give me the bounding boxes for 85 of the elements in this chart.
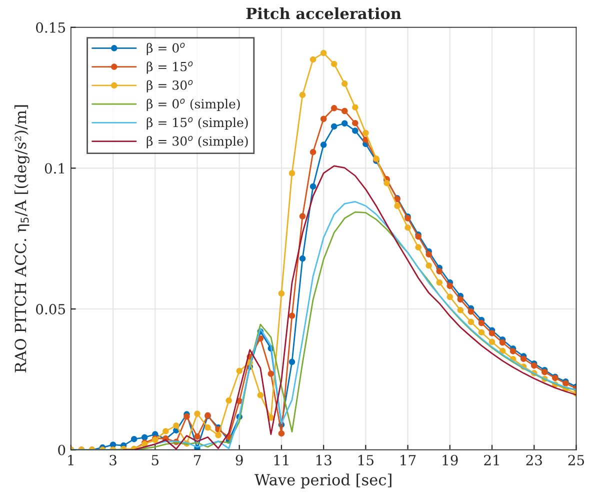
x-tick-label: 7 bbox=[194, 455, 201, 466]
point bbox=[310, 183, 316, 190]
point bbox=[194, 433, 200, 440]
legend-label: β = 15$^{o}$ (simple) bbox=[146, 117, 248, 130]
point bbox=[320, 116, 327, 122]
point bbox=[173, 422, 180, 429]
point bbox=[310, 56, 316, 63]
point bbox=[194, 410, 200, 417]
point bbox=[352, 128, 358, 134]
point bbox=[278, 430, 285, 437]
point bbox=[288, 358, 296, 366]
x-tick-label: 15 bbox=[358, 454, 374, 466]
x-tick-label: 21 bbox=[484, 454, 499, 466]
point bbox=[320, 142, 327, 148]
point bbox=[352, 120, 358, 126]
point bbox=[288, 170, 296, 176]
point bbox=[510, 348, 516, 354]
point bbox=[215, 432, 222, 438]
point bbox=[426, 251, 432, 258]
point bbox=[342, 120, 348, 126]
x-tick-label: 9 bbox=[236, 454, 243, 466]
point bbox=[446, 294, 454, 300]
point bbox=[278, 290, 285, 297]
point bbox=[330, 60, 338, 68]
y-tick-label: 0.05 bbox=[36, 304, 65, 314]
point bbox=[520, 356, 527, 362]
point bbox=[426, 262, 432, 269]
point bbox=[330, 105, 338, 112]
point bbox=[288, 312, 296, 319]
point bbox=[499, 339, 506, 346]
y-tick-label: 0 bbox=[58, 444, 66, 456]
point bbox=[320, 50, 327, 56]
point bbox=[236, 368, 242, 374]
point bbox=[342, 108, 348, 114]
point bbox=[299, 213, 306, 220]
point bbox=[204, 424, 211, 431]
point bbox=[299, 255, 306, 262]
x-tick-label: 19 bbox=[442, 454, 458, 466]
point bbox=[436, 268, 442, 274]
point bbox=[436, 279, 442, 286]
point bbox=[415, 244, 422, 250]
line-series bbox=[122, 165, 576, 450]
point bbox=[130, 436, 138, 442]
y-axis-title: RAO PITCH ACC. η$_{5}$/A [(deg/s²)/m] bbox=[14, 105, 30, 372]
point bbox=[299, 92, 306, 98]
point bbox=[478, 320, 485, 326]
point bbox=[362, 130, 369, 136]
x-tick-label: 5 bbox=[152, 455, 158, 466]
point bbox=[342, 80, 348, 87]
y-tick-label: 0.15 bbox=[36, 22, 65, 33]
x-tick-label: 11 bbox=[274, 454, 288, 466]
x-tick-label: 13 bbox=[316, 454, 332, 466]
point bbox=[457, 306, 464, 314]
point bbox=[268, 370, 274, 377]
legend-label: β = 15$^{o}$ bbox=[146, 61, 193, 74]
legend-label: β = 30$^{o}$ (simple) bbox=[146, 136, 248, 148]
x-tick-label: 17 bbox=[400, 454, 416, 466]
point bbox=[468, 308, 474, 315]
point bbox=[384, 180, 390, 186]
point bbox=[226, 397, 232, 404]
legend-label: β = 30$^{o}$ bbox=[146, 80, 193, 92]
x-tick-label: 25 bbox=[568, 454, 584, 466]
chart-title: Pitch acceleration bbox=[246, 7, 402, 20]
x-tick-label: 3 bbox=[110, 454, 116, 466]
point bbox=[394, 202, 400, 210]
legend-label: β = 0$^{o}$ (simple) bbox=[146, 98, 240, 111]
x-tick-label: 23 bbox=[526, 454, 542, 466]
point bbox=[352, 104, 358, 110]
point bbox=[310, 148, 316, 156]
point bbox=[404, 224, 411, 231]
point bbox=[468, 318, 474, 326]
point bbox=[184, 413, 190, 420]
point bbox=[330, 123, 338, 130]
point bbox=[257, 392, 264, 398]
x-axis-title: Wave period [sec] bbox=[254, 474, 392, 488]
point bbox=[162, 428, 169, 434]
y-tick-label: 0.1 bbox=[44, 163, 64, 174]
point bbox=[488, 330, 496, 336]
point bbox=[446, 282, 454, 289]
point bbox=[141, 434, 148, 441]
x-tick-label: 1 bbox=[68, 454, 74, 466]
legend-label: β = 0$^{o}$ bbox=[146, 42, 185, 56]
point bbox=[478, 329, 485, 336]
point bbox=[488, 338, 496, 346]
point bbox=[457, 296, 464, 303]
